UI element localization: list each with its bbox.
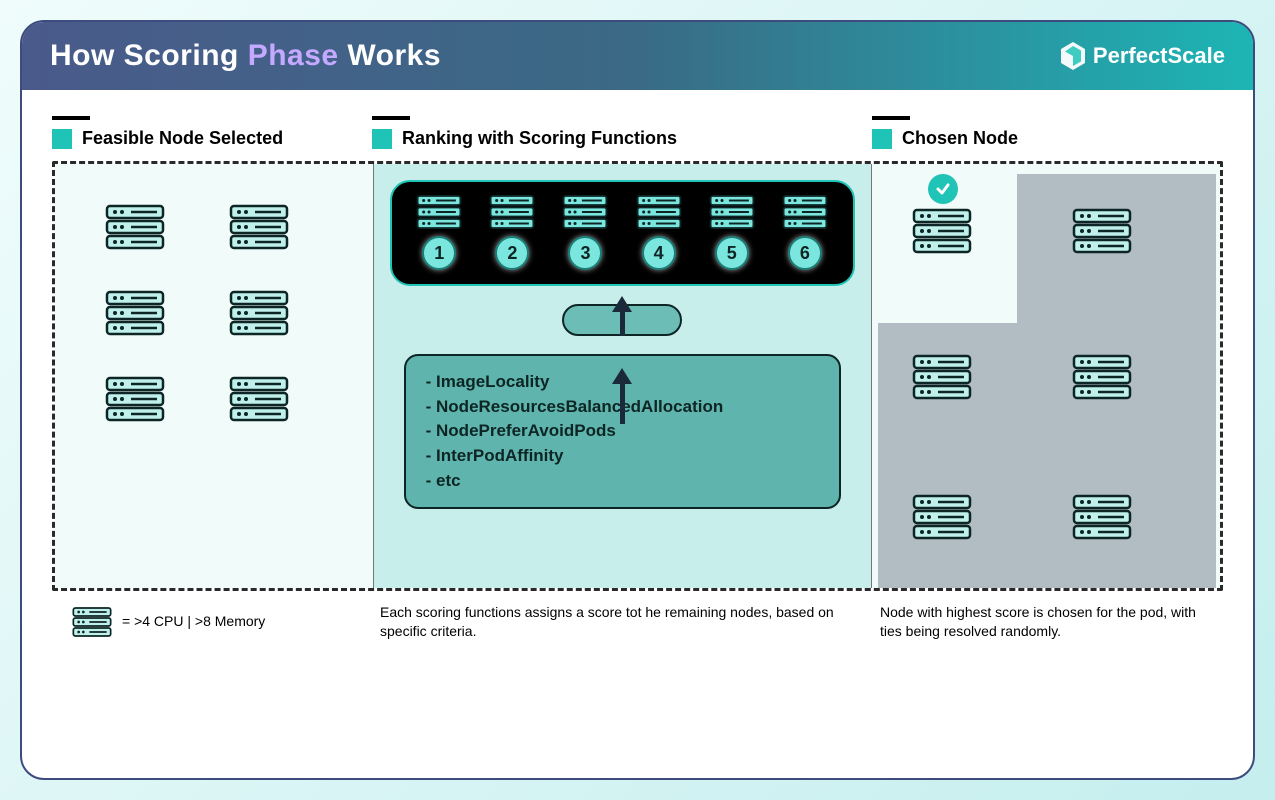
col-left-label: Feasible Node Selected — [82, 128, 283, 149]
rank-badge: 2 — [495, 236, 529, 270]
server-icon — [709, 194, 755, 230]
arrow-bottom — [612, 368, 632, 424]
server-icon — [105, 376, 165, 422]
col-header-middle: Ranking with Scoring Functions — [372, 116, 872, 161]
header-bar: How Scoring Phase Works PerfectScale — [22, 22, 1253, 90]
server-icon — [562, 194, 608, 230]
server-icon — [636, 194, 682, 230]
panel-feasible — [55, 164, 374, 588]
ranked-node: 2 — [489, 194, 535, 270]
server-icon — [912, 354, 972, 400]
brand-text: PerfectScale — [1093, 43, 1225, 69]
rank-badge: 3 — [568, 236, 602, 270]
col-middle-label: Ranking with Scoring Functions — [402, 128, 677, 149]
chosen-server-icon — [912, 208, 972, 254]
col-header-line — [52, 116, 90, 120]
server-icon — [72, 606, 112, 638]
rank-badge: 1 — [422, 236, 456, 270]
panel-ranking: 1 2 3 4 5 — [374, 164, 872, 588]
col-header-right: Chosen Node — [872, 116, 1222, 161]
title-part-accent: Phase — [248, 39, 339, 72]
ranked-node: 1 — [416, 194, 462, 270]
title-part-c: Works — [339, 39, 441, 72]
chosen-node-grid — [872, 164, 1221, 588]
panel-chosen — [872, 164, 1221, 588]
feasible-node-grid — [55, 164, 373, 462]
check-icon — [928, 174, 958, 204]
col-header-line — [872, 116, 910, 120]
rank-badge: 5 — [715, 236, 749, 270]
caption-left: = >4 CPU | >8 Memory — [52, 603, 372, 641]
server-icon — [489, 194, 535, 230]
ranked-node: 3 — [562, 194, 608, 270]
server-icon — [1072, 208, 1132, 254]
panels-row: 1 2 3 4 5 — [52, 161, 1223, 591]
content-area: Feasible Node Selected Ranking with Scor… — [22, 90, 1253, 641]
col-header-left: Feasible Node Selected — [52, 116, 372, 161]
server-icon — [1072, 494, 1132, 540]
server-icon — [229, 204, 289, 250]
title-part-a: How Scoring — [50, 39, 248, 72]
col-header-square-icon — [372, 129, 392, 149]
column-headers-row: Feasible Node Selected Ranking with Scor… — [52, 116, 1223, 161]
captions-row: = >4 CPU | >8 Memory Each scoring functi… — [52, 603, 1223, 641]
ranked-node: 6 — [782, 194, 828, 270]
col-header-line — [372, 116, 410, 120]
server-icon — [782, 194, 828, 230]
diagram-title: How Scoring Phase Works — [50, 39, 441, 73]
server-icon — [416, 194, 462, 230]
rank-badge: 6 — [788, 236, 822, 270]
brand-icon — [1061, 42, 1085, 70]
server-icon — [229, 290, 289, 336]
rank-badge: 4 — [642, 236, 676, 270]
server-icon — [105, 204, 165, 250]
server-icon — [105, 290, 165, 336]
ranked-node: 4 — [636, 194, 682, 270]
ranked-node: 5 — [709, 194, 755, 270]
diagram-card: How Scoring Phase Works PerfectScale Fea… — [20, 20, 1255, 780]
server-icon — [229, 376, 289, 422]
server-icon — [1072, 354, 1132, 400]
arrow-top — [612, 296, 632, 336]
col-header-square-icon — [872, 129, 892, 149]
col-header-square-icon — [52, 129, 72, 149]
caption-middle: Each scoring functions assigns a score t… — [372, 603, 872, 641]
caption-right: Node with highest score is chosen for th… — [872, 603, 1222, 641]
ranked-nodes-box: 1 2 3 4 5 — [390, 180, 855, 286]
brand-lockup: PerfectScale — [1061, 42, 1225, 70]
server-icon — [912, 494, 972, 540]
col-right-label: Chosen Node — [902, 128, 1018, 149]
caption-left-text: = >4 CPU | >8 Memory — [122, 612, 265, 631]
